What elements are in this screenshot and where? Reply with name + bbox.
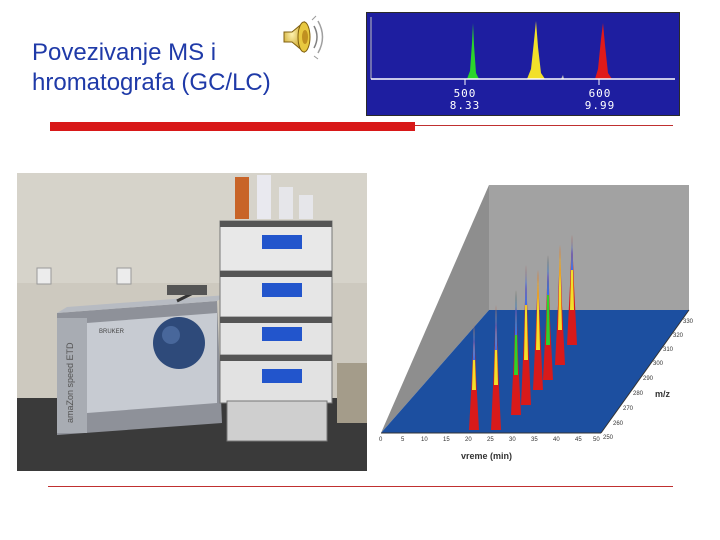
x-tick: 25 bbox=[487, 437, 494, 443]
x-tick: 50 bbox=[593, 437, 600, 443]
plot-back-wall bbox=[381, 185, 489, 433]
z-tick: 290 bbox=[643, 376, 654, 382]
chromatogram-label: 500 8.33 bbox=[435, 88, 495, 112]
speaker-icon[interactable] bbox=[278, 14, 328, 60]
label-mass: 600 bbox=[588, 87, 612, 100]
title-underline-line bbox=[415, 125, 673, 126]
x-tick: 45 bbox=[575, 437, 582, 443]
peak-small bbox=[561, 75, 564, 79]
slide-title: Povezivanje MS i hromatografa (GC/LC) bbox=[32, 39, 271, 96]
x-tick: 30 bbox=[509, 437, 516, 443]
peak-green bbox=[467, 23, 479, 79]
z-tick: 320 bbox=[673, 333, 684, 339]
z-tick: 310 bbox=[663, 347, 674, 353]
lcms-instrument-photo: amaZon speed ETD BRUKER bbox=[17, 173, 367, 471]
x-tick: 20 bbox=[465, 437, 472, 443]
chromatogram-plot bbox=[370, 17, 675, 85]
label-time: 8.33 bbox=[449, 99, 481, 112]
3d-lcms-plot: 0 5 10 15 20 25 30 35 40 45 50 vreme (mi… bbox=[371, 175, 704, 475]
instrument-brand: BRUKER bbox=[99, 329, 125, 335]
x-tick: 10 bbox=[421, 437, 428, 443]
label-mass: 500 bbox=[453, 87, 477, 100]
plot-back-wall bbox=[489, 185, 689, 310]
x-axis-label: vreme (min) bbox=[461, 451, 512, 461]
z-tick: 260 bbox=[613, 421, 624, 427]
z-tick: 270 bbox=[623, 406, 634, 412]
peak-red bbox=[595, 23, 612, 79]
z-tick: 280 bbox=[633, 391, 644, 397]
x-tick: 5 bbox=[401, 437, 405, 443]
chromatogram-label: 600 9.99 bbox=[570, 88, 630, 112]
x-tick: 40 bbox=[553, 437, 560, 443]
chromatogram-panel: 500 8.33 600 9.99 bbox=[366, 12, 680, 116]
x-tick: 0 bbox=[379, 437, 383, 443]
z-tick: 330 bbox=[683, 319, 694, 325]
z-axis-label: m/z bbox=[655, 389, 671, 399]
z-ticks: 250 260 270 280 290 300 310 320 330 bbox=[603, 319, 694, 441]
peaks bbox=[469, 235, 577, 430]
x-tick: 15 bbox=[443, 437, 450, 443]
x-tick: 35 bbox=[531, 437, 538, 443]
z-tick: 300 bbox=[653, 361, 664, 367]
peak-yellow bbox=[527, 21, 545, 79]
title-underline-bar bbox=[50, 122, 415, 131]
x-ticks: 0 5 10 15 20 25 30 35 40 45 50 bbox=[379, 437, 600, 443]
z-tick: 250 bbox=[603, 435, 614, 441]
bottom-divider bbox=[48, 486, 673, 487]
label-time: 9.99 bbox=[584, 99, 616, 112]
instrument-label: amaZon speed ETD bbox=[65, 342, 75, 423]
